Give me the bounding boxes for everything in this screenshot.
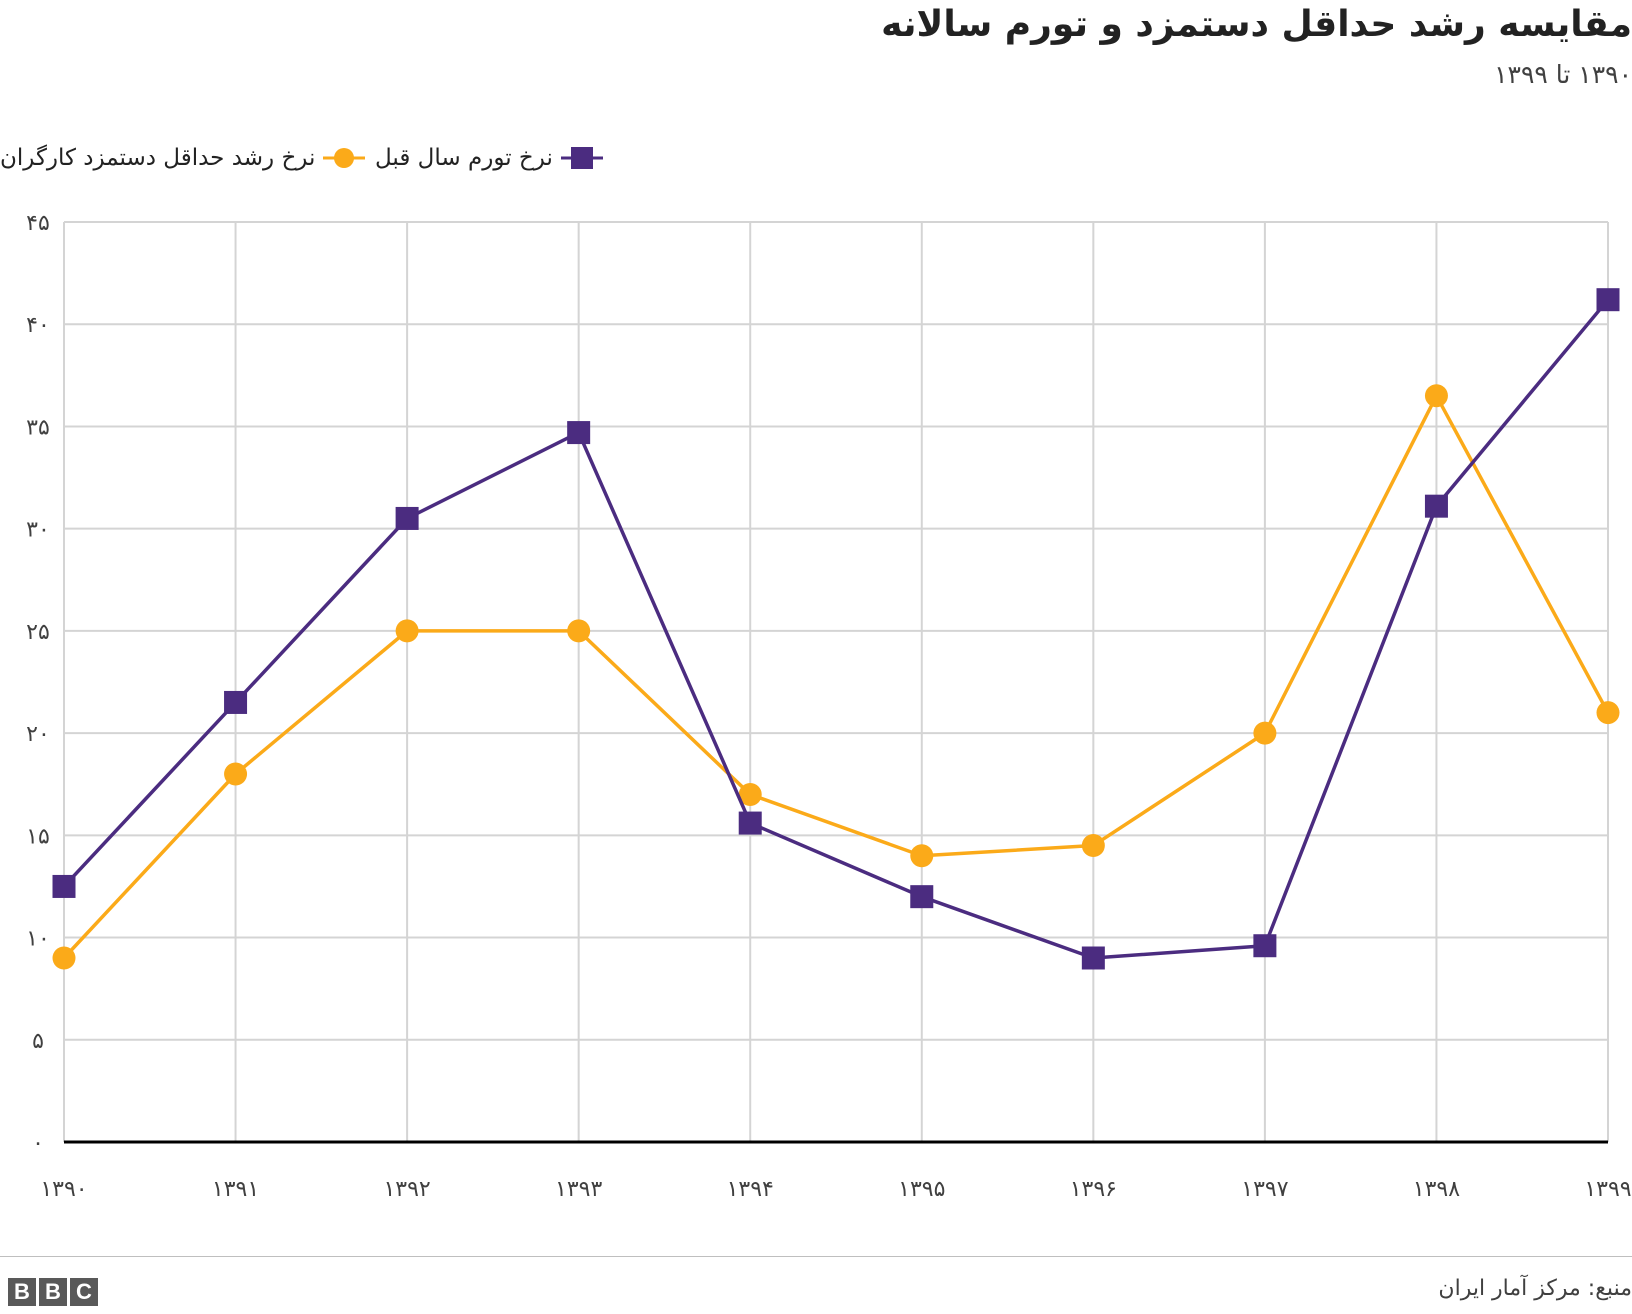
x-tick-label: ۱۳۹۶ bbox=[1070, 1177, 1117, 1202]
data-point-circle bbox=[52, 946, 76, 970]
data-point-square bbox=[52, 874, 76, 898]
legend-item-inflation: نرخ تورم سال قبل bbox=[375, 140, 605, 176]
legend: نرخ رشد حداقل دستمزد کارگران نرخ تورم سا… bbox=[0, 140, 660, 176]
y-tick-label: ۰ bbox=[32, 1131, 44, 1156]
data-point-circle bbox=[1081, 834, 1105, 858]
line-chart: ۰ ۵ ۱۰ ۱۵ ۲۰ ۲۵ ۳۰ ۳۵ ۴۰ ۴۵ ۱۳۹۰ ۱۳۹۱ ۱۳۹۲ ۱۳۹۳ ۱۳۹۴ ۱۳… bbox=[26, 211, 1631, 1202]
legend-item-wage: نرخ رشد حداقل دستمزد کارگران bbox=[0, 140, 367, 176]
data-point-square bbox=[1596, 288, 1620, 312]
x-tick-label: ۱۳۹۰ bbox=[40, 1177, 87, 1202]
data-point-circle bbox=[1424, 384, 1448, 408]
x-tick-label: ۱۳۹۵ bbox=[898, 1177, 945, 1202]
legend-label-wage: نرخ رشد حداقل دستمزد کارگران bbox=[0, 145, 316, 171]
data-point-square bbox=[567, 421, 591, 445]
data-point-circle bbox=[224, 762, 248, 786]
y-tick-label: ۱۰ bbox=[26, 927, 50, 952]
y-tick-label: ۲۰ bbox=[26, 722, 50, 747]
series-line-2 bbox=[62, 298, 1610, 960]
y-tick-label: ۳۵ bbox=[26, 415, 50, 440]
chart-title: مقایسه رشد حداقل دستمزد و تورم سالانه bbox=[881, 4, 1632, 45]
legend-square-marker-icon bbox=[559, 143, 605, 173]
data-point-square bbox=[910, 885, 934, 909]
y-tick-label: ۵ bbox=[32, 1029, 44, 1054]
data-point-square bbox=[1424, 494, 1448, 518]
data-point-circle bbox=[1596, 701, 1620, 725]
data-point-square bbox=[1253, 934, 1277, 958]
data-point-circle bbox=[567, 619, 591, 643]
x-tick-label: ۱۳۹۲ bbox=[383, 1177, 430, 1202]
x-tick-label: ۱۳۹۹ bbox=[1584, 1177, 1631, 1202]
data-point-square bbox=[224, 690, 248, 714]
x-tick-label: ۱۳۹۳ bbox=[555, 1177, 602, 1202]
source-note: منبع: مرکز آمار ایران bbox=[1438, 1276, 1632, 1301]
x-tick-label: ۱۳۹۱ bbox=[212, 1177, 259, 1202]
data-point-square bbox=[738, 811, 762, 835]
y-tick-label: ۲۵ bbox=[26, 620, 50, 645]
data-point-square bbox=[395, 506, 419, 530]
chart-subtitle: ۱۳۹۰ تا ۱۳۹۹ bbox=[1494, 60, 1632, 89]
x-tick-label: ۱۳۹۴ bbox=[727, 1177, 774, 1202]
y-tick-label: ۳۰ bbox=[26, 518, 50, 543]
legend-label-inflation: نرخ تورم سال قبل bbox=[375, 145, 553, 171]
data-point-circle bbox=[395, 619, 419, 643]
data-point-circle bbox=[1253, 721, 1277, 745]
x-tick-label: ۱۳۹۸ bbox=[1413, 1177, 1460, 1202]
bbc-logo: B B C bbox=[8, 1278, 98, 1306]
data-point-circle bbox=[910, 844, 934, 868]
data-point-circle bbox=[738, 782, 762, 806]
legend-circle-marker-icon bbox=[321, 143, 367, 173]
y-tick-label: ۴۰ bbox=[26, 313, 50, 338]
data-point-square bbox=[1081, 946, 1105, 970]
y-tick-label: ۴۵ bbox=[26, 211, 50, 236]
series-line-1 bbox=[62, 394, 1610, 960]
footer-divider bbox=[0, 1256, 1632, 1257]
y-tick-label: ۱۵ bbox=[26, 824, 50, 849]
x-tick-label: ۱۳۹۷ bbox=[1241, 1177, 1288, 1202]
